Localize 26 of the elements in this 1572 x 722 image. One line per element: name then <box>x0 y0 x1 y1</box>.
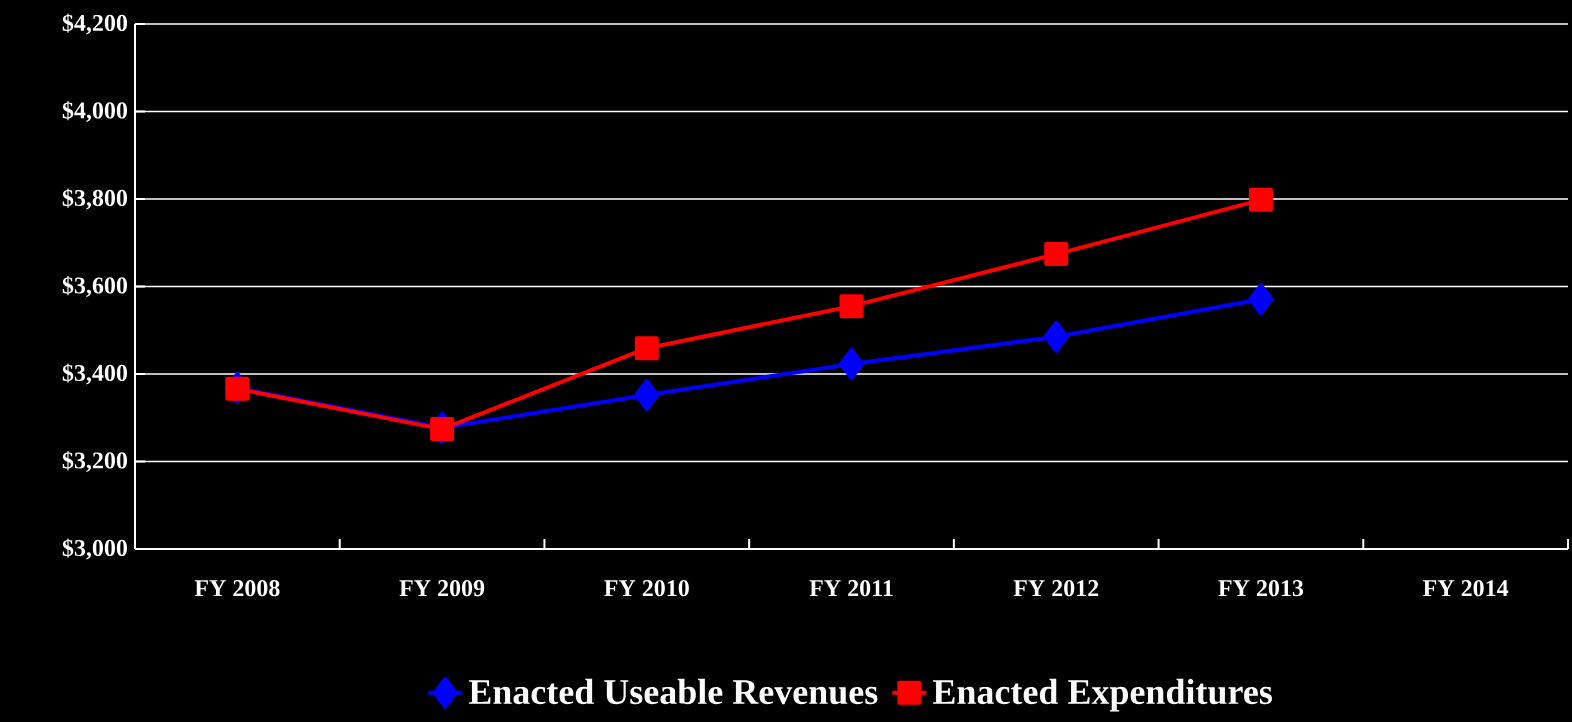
y-tick-label: $3,800 <box>62 188 128 210</box>
y-tick-label: $3,200 <box>62 450 128 473</box>
point <box>430 417 455 442</box>
y-tick-label: $4,000 <box>62 100 128 123</box>
point <box>634 336 659 361</box>
point <box>1043 320 1069 353</box>
legend-label: Enacted Expenditures <box>933 678 1272 712</box>
y-tick-label: $3,400 <box>62 363 128 385</box>
x-tick-label: FY 2009 <box>399 580 485 597</box>
x-tick-label: FY 2011 <box>809 580 893 597</box>
y-tick-label: $4,200 <box>62 13 128 35</box>
x-tick-label: FY 2012 <box>1013 580 1099 597</box>
point <box>1044 242 1069 267</box>
point <box>634 379 660 411</box>
y-tick-label: $3,000 <box>62 538 128 560</box>
x-tick-label: FY 2013 <box>1218 580 1304 597</box>
x-tick-label: FY 2010 <box>604 580 689 597</box>
point <box>839 294 864 319</box>
x-tick-label: FY 2014 <box>1423 580 1509 597</box>
legend-label: Enacted Useable Revenues <box>468 678 878 705</box>
point <box>839 347 865 380</box>
point <box>1248 187 1273 212</box>
point <box>225 376 250 401</box>
x-tick-label: FY 2008 <box>194 580 280 597</box>
point <box>1248 283 1274 316</box>
y-tick-label: $3,600 <box>62 275 128 298</box>
